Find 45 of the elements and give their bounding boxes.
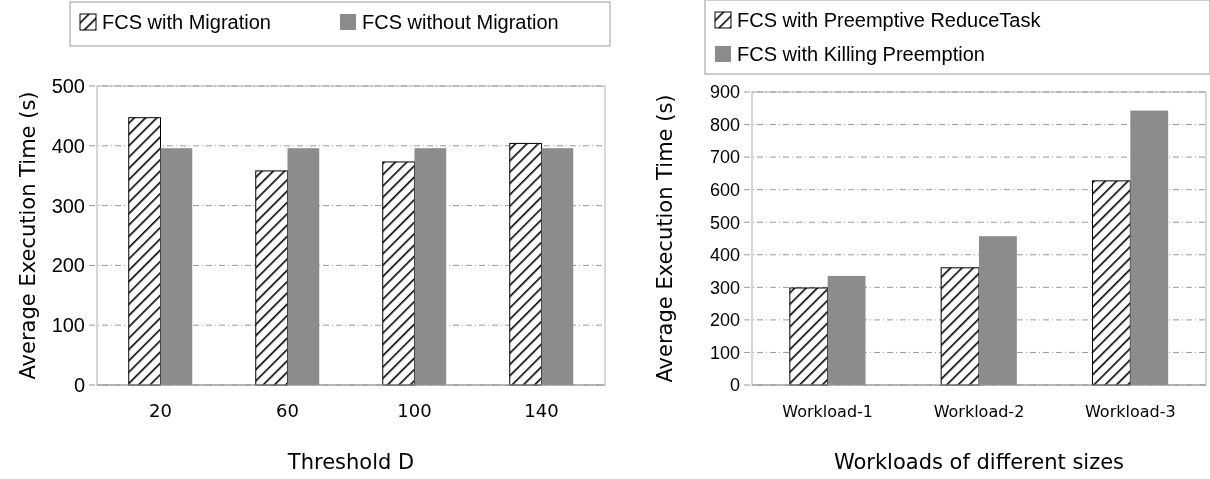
bar xyxy=(414,148,447,385)
bar xyxy=(979,236,1017,385)
x-axis-title: Threshold D xyxy=(286,450,415,474)
y-tick-label: 700 xyxy=(709,147,740,168)
bar xyxy=(160,148,193,385)
bar xyxy=(382,161,415,386)
x-tick-label: Workload-1 xyxy=(782,402,873,421)
x-tick-label: 100 xyxy=(397,400,432,421)
legend-label: FCS with Preemptive ReduceTask xyxy=(737,9,1042,31)
bar xyxy=(1092,180,1131,386)
y-tick-label: 400 xyxy=(51,134,85,157)
y-tick-label: 300 xyxy=(51,194,85,217)
legend-label: FCS without Migration xyxy=(362,11,559,33)
y-tick-label: 800 xyxy=(709,114,740,135)
bar xyxy=(1130,110,1169,385)
y-axis-title: Average Execution Time (s) xyxy=(16,91,40,380)
y-tick-label: 200 xyxy=(709,310,740,331)
x-tick-label: 60 xyxy=(276,400,299,421)
bar xyxy=(827,275,866,385)
y-tick-label: 500 xyxy=(51,75,85,97)
x-tick-label: 20 xyxy=(149,400,172,421)
bar xyxy=(789,287,829,386)
bar xyxy=(940,267,980,386)
y-axis-title: Average Execution Time (s) xyxy=(653,94,677,383)
y-tick-label: 0 xyxy=(73,374,85,396)
y-tick-label: 600 xyxy=(709,179,740,200)
x-tick-label: 140 xyxy=(524,400,559,421)
y-tick-label: 400 xyxy=(709,245,740,266)
legend-label: FCS with Migration xyxy=(102,11,271,33)
y-tick-label: 500 xyxy=(709,212,740,233)
x-axis-title: Workloads of different sizes xyxy=(833,450,1125,474)
y-tick-label: 100 xyxy=(51,314,85,337)
legend-label: FCS with Killing Preemption xyxy=(737,43,985,65)
x-tick-label: Workload-3 xyxy=(1085,402,1176,421)
bar xyxy=(287,148,320,385)
bar xyxy=(128,117,161,386)
y-tick-label: 200 xyxy=(51,254,85,277)
bar xyxy=(541,148,574,385)
bar xyxy=(509,142,542,386)
y-tick-label: 900 xyxy=(709,82,740,103)
y-tick-label: 300 xyxy=(709,277,740,298)
x-tick-label: Workload-2 xyxy=(933,402,1025,421)
y-tick-label: 0 xyxy=(729,375,740,396)
bar xyxy=(255,170,288,386)
y-tick-label: 100 xyxy=(709,342,740,363)
